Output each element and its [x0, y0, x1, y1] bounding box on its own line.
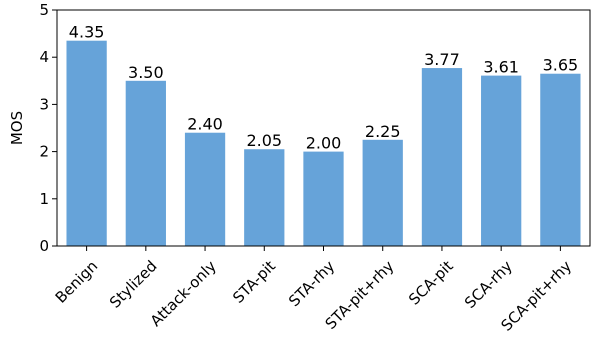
x-tick-label: SCA-rhy	[461, 257, 516, 312]
x-tick-label: Stylized	[106, 257, 161, 312]
y-axis-ticks: 0 1 2 3 4 5	[39, 1, 57, 255]
bar-sca-rhy	[481, 75, 522, 246]
bar-benign	[66, 40, 107, 247]
y-tick-label: 3	[39, 95, 49, 113]
axes-frame	[56, 9, 591, 247]
value-label: 2.40	[187, 115, 223, 134]
y-axis-label: MOS	[8, 111, 26, 145]
x-tick-label: SCA-pit	[405, 257, 457, 309]
x-tick-label: STA-rhy	[285, 257, 338, 310]
plot-border	[56, 9, 591, 247]
x-tick-label: STA-pit	[229, 257, 279, 307]
y-tick-label: 0	[39, 237, 49, 255]
value-label: 3.61	[483, 58, 519, 77]
bar-sca-pit	[421, 68, 463, 246]
value-label: 3.50	[128, 63, 164, 82]
bar-stylized	[125, 80, 166, 246]
bars-group	[66, 40, 581, 247]
bar-attack-only	[184, 132, 226, 246]
bar-sca-pit-rhy	[540, 73, 581, 246]
value-label: 2.05	[246, 131, 282, 150]
y-tick-label: 5	[39, 1, 49, 19]
value-label: 3.65	[543, 56, 579, 75]
x-tick-label: Benign	[52, 257, 102, 307]
value-labels-group: 4.35 3.50 2.40 2.05 2.00 2.25 3.77 3.61 3.65	[69, 23, 578, 153]
value-label: 3.77	[424, 50, 460, 69]
value-label: 4.35	[69, 23, 105, 42]
y-tick-label: 4	[39, 48, 49, 66]
y-tick-label: 2	[39, 143, 49, 161]
value-label: 2.00	[306, 134, 342, 153]
y-tick-label: 1	[39, 190, 49, 208]
bar-sta-pit-rhy	[362, 139, 403, 246]
bar-sta-rhy	[303, 151, 344, 246]
bar-sta-pit	[244, 149, 285, 246]
value-label: 2.25	[365, 122, 401, 141]
